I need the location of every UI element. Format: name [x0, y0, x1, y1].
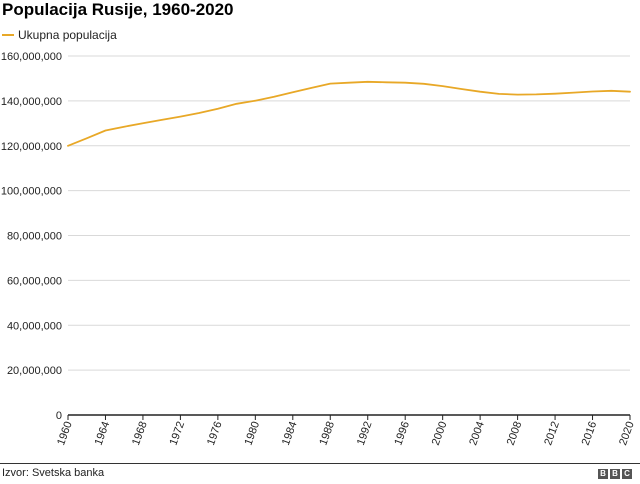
logo-letter-c: C [622, 469, 632, 479]
x-tick-label: 1964 [93, 420, 113, 447]
logo-letter-b2: B [610, 469, 620, 479]
x-tick-label: 2016 [580, 420, 600, 447]
y-tick-label: 100,000,000 [1, 186, 62, 198]
x-tick-label: 2004 [467, 420, 487, 447]
x-tick-label: 1996 [392, 420, 412, 447]
legend-swatch [2, 34, 14, 36]
x-tick-label: 1988 [317, 420, 337, 447]
footer-divider [0, 463, 640, 464]
x-tick-label: 2020 [617, 420, 637, 447]
legend: Ukupna populacija [2, 27, 117, 43]
chart-title: Populacija Rusije, 1960-2020 [2, 0, 234, 19]
y-tick-label: 20,000,000 [7, 365, 62, 377]
x-tick-label: 2000 [430, 420, 450, 447]
x-tick-label: 1980 [243, 420, 263, 447]
x-tick-label: 1984 [280, 420, 300, 447]
x-tick-label: 2008 [505, 420, 525, 447]
y-tick-label: 60,000,000 [7, 275, 62, 287]
logo-letter-b1: B [598, 469, 608, 479]
bbc-logo: B B C [598, 469, 632, 479]
y-tick-label: 160,000,000 [1, 51, 62, 63]
x-tick-label: 2012 [542, 420, 562, 447]
x-tick-label: 1976 [205, 420, 225, 447]
y-tick-label: 40,000,000 [7, 320, 62, 332]
y-tick-label: 0 [56, 410, 62, 422]
x-tick-label: 1968 [130, 420, 150, 447]
series-line [67, 80, 631, 147]
y-tick-label: 140,000,000 [1, 96, 62, 108]
x-tick-label: 1960 [55, 420, 75, 447]
legend-label: Ukupna populacija [18, 28, 117, 42]
y-tick-label: 80,000,000 [7, 231, 62, 243]
x-tick-label: 1972 [168, 420, 188, 447]
source-note: Izvor: Svetska banka [2, 467, 105, 479]
y-tick-label: 120,000,000 [1, 141, 62, 153]
x-tick-label: 1992 [355, 420, 375, 447]
